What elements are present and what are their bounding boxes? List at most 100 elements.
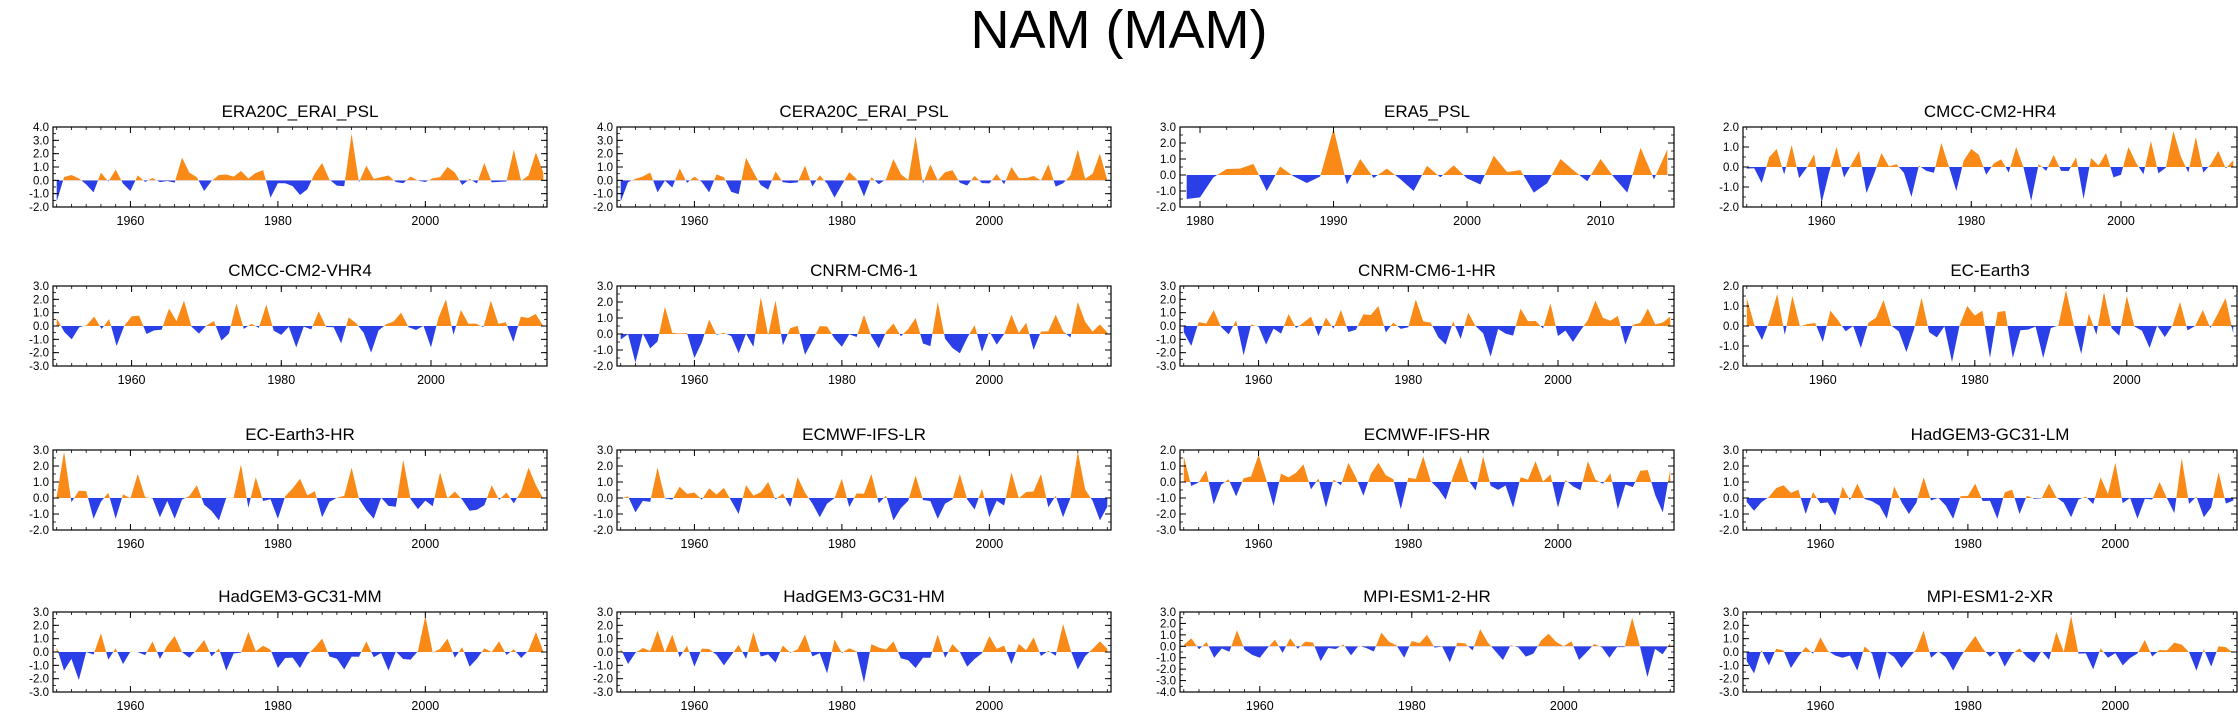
y-tick-label: 1.0 (33, 477, 49, 489)
x-tick-label: 1980 (828, 699, 856, 713)
positive-area (1746, 290, 2234, 326)
panel-16: MPI-ESM1-2-XR -3.0-2.0 -1.00.01.0 2.03.0 196… (1719, 587, 2238, 713)
y-tick-label: 0.0 (1160, 477, 1176, 489)
panel-10: ECMWF-IFS-LR -2.0 -1.0 0.0 1.0 2.0 3.0 1960 1980… (593, 425, 1112, 551)
y-tick-label: -1.0 (1156, 186, 1176, 198)
positive-area (1746, 131, 2234, 167)
panel-title: HadGEM3-GC31-LM (1911, 425, 2070, 444)
positive-area (56, 299, 544, 326)
y-tick-label: -1.0 (593, 660, 613, 672)
positive-area (1746, 458, 2234, 498)
negative-area (1183, 326, 1671, 357)
negative-area (1186, 175, 1668, 199)
y-tick-label: -1.0 (1719, 660, 1739, 672)
y-tick-label: 0.0 (597, 647, 613, 659)
y-tick-label: -3.0 (29, 361, 49, 373)
y-tick-label: 1.0 (1160, 461, 1176, 473)
positive-area (1183, 617, 1671, 647)
x-tick-label: 2000 (1544, 537, 1572, 551)
y-tick-label: -1.0 (29, 189, 49, 201)
y-tick-label: 2.0 (1160, 618, 1176, 630)
panel-7: CNRM-CM6-1-HR -3.0-2.0 -1.00.01.0 2.03.0 196… (1156, 261, 1675, 387)
panel-title: HadGEM3-GC31-MM (218, 587, 381, 606)
y-tick-label: -2.0 (1156, 348, 1176, 360)
negative-area (1746, 167, 2234, 203)
y-tick-label: -2.0 (593, 525, 613, 537)
positive-area (56, 451, 544, 498)
y-tick-label: -1.0 (29, 334, 49, 346)
y-tick-label: 3.0 (597, 281, 613, 293)
x-tick-label: 1960 (1809, 373, 1837, 387)
y-tick-label: -3.0 (29, 687, 49, 699)
x-tick-label: 1980 (1394, 537, 1422, 551)
x-tick-label: 2000 (1453, 214, 1481, 228)
y-tick-label: 2.0 (33, 149, 49, 161)
x-tick-label: 2000 (2101, 537, 2129, 551)
x-tick-label: 1960 (681, 214, 709, 228)
y-tick-label: 2.0 (597, 149, 613, 161)
positive-area (620, 297, 1108, 334)
panel-title: EC-Earth3-HR (245, 425, 355, 444)
y-tick-label: 3.0 (33, 281, 49, 293)
y-tick-label: 2.0 (1160, 445, 1176, 457)
x-tick-label: 1980 (264, 214, 292, 228)
negative-area (1183, 646, 1671, 678)
y-tick-label: 2.0 (33, 620, 49, 632)
y-tick-label: 1.0 (1723, 634, 1739, 646)
y-tick-label: -3.0 (1156, 361, 1176, 373)
panel-title: CMCC-CM2-VHR4 (228, 261, 372, 280)
y-tick-label: 4.0 (597, 122, 613, 134)
x-tick-label: 2000 (2107, 214, 2135, 228)
negative-area (620, 180, 1066, 202)
x-tick-label: 1980 (1394, 373, 1422, 387)
y-tick-label: 2.0 (1160, 294, 1176, 306)
positive-area (1186, 128, 1668, 175)
y-tick-label: 1.0 (1723, 301, 1739, 313)
y-tick-label: 1.0 (597, 634, 613, 646)
x-tick-label: 2000 (975, 537, 1003, 551)
x-tick-label: 2000 (1544, 373, 1572, 387)
y-tick-label: -1.0 (29, 509, 49, 521)
x-tick-label: 1960 (681, 373, 709, 387)
y-tick-label: -2.0 (593, 674, 613, 686)
panel-1: ERA20C_ERAI_PSL -2.0-1.0 0.01.02.0 3.04.0 19… (29, 102, 548, 228)
panel-title: EC-Earth3 (1950, 261, 2029, 280)
y-tick-label: 1.0 (1160, 630, 1176, 642)
y-tick-label: 2.0 (597, 620, 613, 632)
positive-area (1746, 616, 2234, 652)
x-tick-label: 2000 (2113, 373, 2141, 387)
y-tick-label: 1.0 (33, 308, 49, 320)
y-tick-label: 2.0 (1723, 620, 1739, 632)
negative-area (56, 326, 544, 353)
x-tick-label: 2000 (411, 537, 439, 551)
y-tick-label: 3.0 (33, 445, 49, 457)
page-title: NAM (MAM) (970, 0, 1268, 60)
y-tick-label: -2.0 (593, 361, 613, 373)
panel-title: HadGEM3-GC31-HM (783, 587, 945, 606)
positive-area (620, 624, 1108, 652)
y-tick-label: 1.0 (597, 162, 613, 174)
panel-title: ECMWF-IFS-LR (802, 425, 926, 444)
y-tick-label: 0.0 (1160, 321, 1176, 333)
y-tick-label: 0.0 (1160, 641, 1176, 653)
y-tick-label: -2.0 (1719, 361, 1739, 373)
x-tick-label: 1980 (1961, 373, 1989, 387)
y-tick-label: 0.0 (1723, 321, 1739, 333)
negative-area (1746, 498, 2234, 519)
y-tick-label: -1.0 (1156, 493, 1176, 505)
panel-11: ECMWF-IFS-HR -3.0 -2.0 -1.0 0.0 1.0 2.0 1960 198… (1156, 425, 1675, 551)
y-tick-label: 0.0 (33, 647, 49, 659)
x-tick-label: 1980 (1398, 699, 1426, 713)
x-tick-label: 2000 (411, 699, 439, 713)
y-tick-label: 0.0 (597, 329, 613, 341)
y-tick-label: 3.0 (1723, 445, 1739, 457)
y-tick-label: 0.0 (1160, 170, 1176, 182)
y-tick-label: -2.0 (1719, 674, 1739, 686)
x-tick-label: 2000 (975, 699, 1003, 713)
x-tick-label: 1980 (828, 214, 856, 228)
x-tick-label: 2000 (417, 373, 445, 387)
x-tick-label: 1960 (681, 699, 709, 713)
negative-area (56, 498, 544, 521)
negative-area (620, 652, 1108, 683)
